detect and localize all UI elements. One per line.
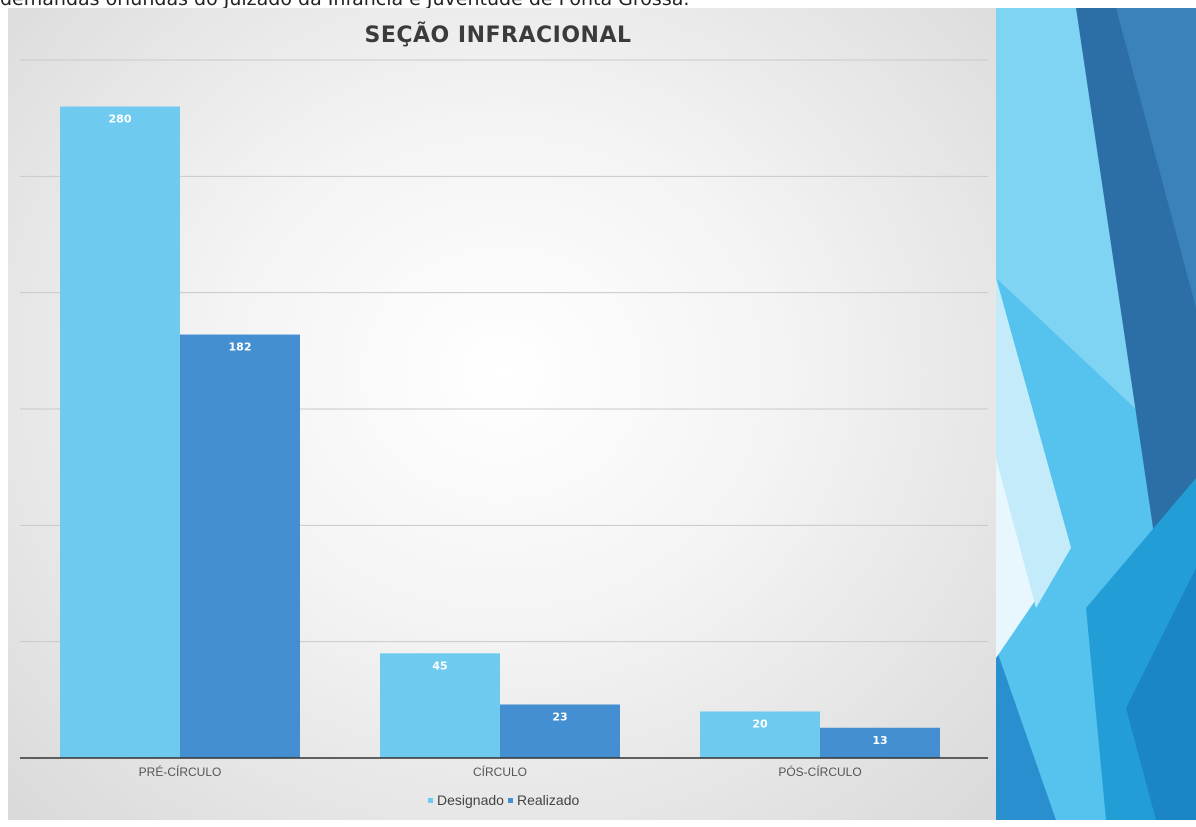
bar-chart: SEÇÃO INFRACIONAL 280 182 45 23 20 13 PRÉ-CÍR… (20, 22, 988, 808)
bar-designado (60, 106, 180, 759)
bar-value-label: 13 (872, 734, 887, 747)
category-label: CÍRCULO (473, 764, 527, 779)
legend: Designado Realizado (428, 792, 579, 808)
bars: 280 182 45 23 20 13 (60, 106, 940, 759)
chart-title: SEÇÃO INFRACIONAL (365, 22, 632, 48)
category-label: PÓS-CÍRCULO (778, 764, 861, 779)
bar-designado (380, 653, 500, 758)
bar-realizado (180, 334, 300, 758)
legend-swatch-realizado (508, 798, 513, 803)
bar-realizado (820, 727, 940, 758)
legend-label-realizado: Realizado (517, 792, 579, 808)
bar-value-label: 20 (752, 717, 768, 730)
bar-value-label: 182 (229, 341, 252, 354)
chart-slide: SEÇÃO INFRACIONAL 280 182 45 23 20 13 PRÉ-CÍR… (8, 8, 996, 820)
bar-designado (700, 711, 820, 758)
legend-label-designado: Designado (437, 792, 504, 808)
category-label: PRÉ-CÍRCULO (139, 764, 222, 779)
bar-value-label: 280 (109, 113, 132, 126)
legend-swatch-designado (428, 798, 433, 803)
bar-value-label: 23 (552, 710, 567, 723)
caption-text: demandas oriundas do Juizado da Infância… (0, 0, 1196, 9)
bar-value-label: 45 (432, 659, 447, 672)
decorative-side-panel (996, 8, 1196, 820)
bar-realizado (500, 704, 620, 758)
category-labels: PRÉ-CÍRCULO CÍRCULO PÓS-CÍRCULO (139, 764, 862, 779)
